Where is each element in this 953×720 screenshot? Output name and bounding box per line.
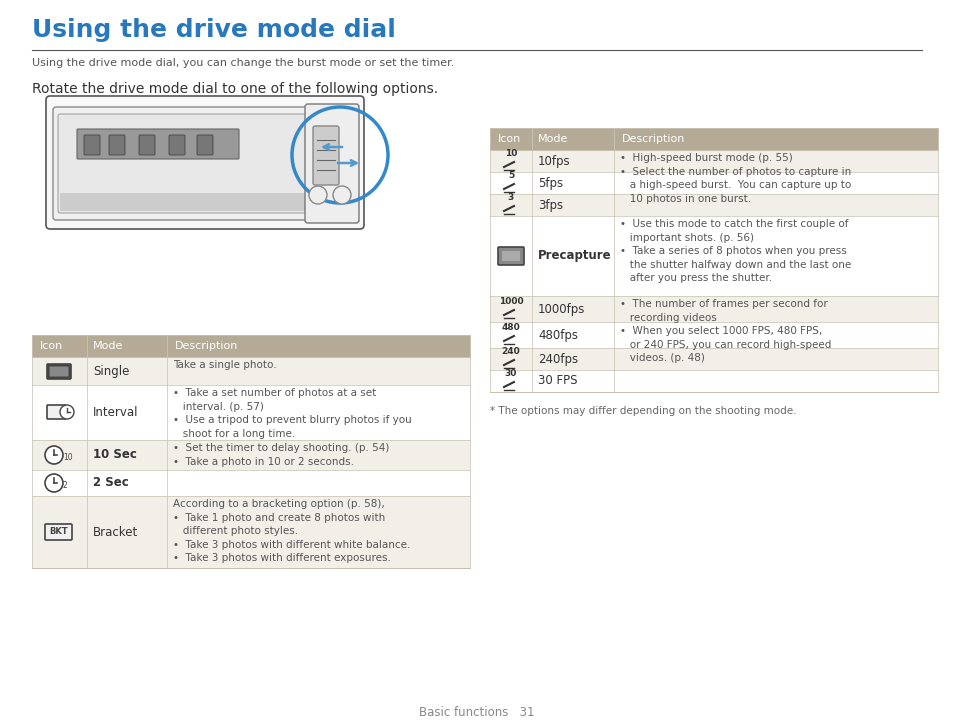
FancyBboxPatch shape — [139, 135, 154, 155]
FancyBboxPatch shape — [77, 129, 239, 159]
Text: •  Set the timer to delay shooting. (p. 54)
•  Take a photo in 10 or 2 seconds.: • Set the timer to delay shooting. (p. 5… — [172, 443, 389, 467]
Text: Using the drive mode dial, you can change the burst mode or set the timer.: Using the drive mode dial, you can chang… — [32, 58, 454, 68]
Text: •  Take a set number of photos at a set
   interval. (p. 57)
•  Use a tripod to : • Take a set number of photos at a set i… — [172, 388, 412, 438]
Text: Description: Description — [174, 341, 238, 351]
Text: Description: Description — [621, 134, 684, 144]
Bar — [490, 150, 937, 172]
FancyBboxPatch shape — [305, 104, 358, 223]
FancyBboxPatch shape — [84, 135, 100, 155]
FancyBboxPatch shape — [169, 135, 185, 155]
Text: Basic functions   31: Basic functions 31 — [418, 706, 535, 719]
Text: 240: 240 — [501, 347, 519, 356]
Text: 2 Sec: 2 Sec — [92, 477, 129, 490]
Text: 2: 2 — [63, 482, 68, 490]
Circle shape — [333, 186, 351, 204]
Text: Bracket: Bracket — [92, 526, 138, 539]
Text: 1000fps: 1000fps — [537, 302, 585, 315]
FancyBboxPatch shape — [46, 96, 364, 229]
Circle shape — [45, 474, 63, 492]
Bar — [60, 193, 307, 211]
Text: Precapture: Precapture — [537, 250, 611, 263]
Circle shape — [60, 405, 74, 419]
Bar — [32, 335, 470, 357]
FancyBboxPatch shape — [313, 126, 338, 185]
FancyBboxPatch shape — [50, 366, 69, 377]
Text: 30 FPS: 30 FPS — [537, 374, 577, 387]
Text: 240fps: 240fps — [537, 353, 578, 366]
Text: 10: 10 — [63, 454, 72, 462]
Bar — [490, 296, 937, 322]
Text: Interval: Interval — [92, 405, 138, 418]
Text: 480fps: 480fps — [537, 328, 578, 341]
FancyBboxPatch shape — [45, 524, 71, 540]
Text: 10 Sec: 10 Sec — [92, 449, 136, 462]
FancyBboxPatch shape — [497, 247, 523, 265]
Bar — [32, 496, 470, 568]
Text: 5: 5 — [507, 171, 514, 180]
Text: 10: 10 — [504, 149, 517, 158]
Bar — [32, 440, 470, 470]
Text: BKT: BKT — [50, 528, 69, 536]
FancyBboxPatch shape — [53, 107, 314, 220]
Bar — [490, 348, 937, 370]
Text: * The options may differ depending on the shooting mode.: * The options may differ depending on th… — [490, 406, 796, 416]
Bar — [490, 370, 937, 392]
Text: 1000: 1000 — [498, 297, 523, 306]
Bar — [490, 194, 937, 216]
Text: Icon: Icon — [40, 341, 63, 351]
FancyBboxPatch shape — [109, 135, 125, 155]
Text: •  The number of frames per second for
   recording videos
•  When you select 10: • The number of frames per second for re… — [619, 299, 830, 364]
Circle shape — [45, 446, 63, 464]
Bar — [490, 128, 937, 150]
Text: •  High-speed burst mode (p. 55)
•  Select the number of photos to capture in
  : • High-speed burst mode (p. 55) • Select… — [619, 153, 850, 204]
Bar — [501, 251, 519, 261]
FancyBboxPatch shape — [47, 364, 71, 379]
Text: 480: 480 — [501, 323, 519, 332]
Text: 3fps: 3fps — [537, 199, 562, 212]
Text: Using the drive mode dial: Using the drive mode dial — [32, 18, 395, 42]
Bar — [490, 216, 937, 296]
Text: Rotate the drive mode dial to one of the following options.: Rotate the drive mode dial to one of the… — [32, 82, 437, 96]
Bar — [32, 470, 470, 496]
Text: 30: 30 — [504, 369, 517, 378]
Text: •  Use this mode to catch the first couple of
   important shots. (p. 56)
•  Tak: • Use this mode to catch the first coupl… — [619, 219, 850, 284]
Text: Mode: Mode — [92, 341, 123, 351]
Text: 3: 3 — [507, 193, 514, 202]
Bar — [490, 322, 937, 348]
Text: Take a single photo.: Take a single photo. — [172, 360, 276, 370]
Text: 10fps: 10fps — [537, 155, 570, 168]
FancyBboxPatch shape — [58, 114, 309, 213]
FancyBboxPatch shape — [196, 135, 213, 155]
Text: Icon: Icon — [497, 134, 520, 144]
Circle shape — [309, 186, 327, 204]
Text: Single: Single — [92, 364, 130, 377]
Text: 5fps: 5fps — [537, 176, 562, 189]
Text: Mode: Mode — [537, 134, 568, 144]
Text: According to a bracketing option (p. 58),
•  Take 1 photo and create 8 photos wi: According to a bracketing option (p. 58)… — [172, 499, 410, 563]
FancyBboxPatch shape — [47, 405, 66, 419]
Bar — [32, 385, 470, 440]
Bar — [32, 357, 470, 385]
Bar — [490, 172, 937, 194]
